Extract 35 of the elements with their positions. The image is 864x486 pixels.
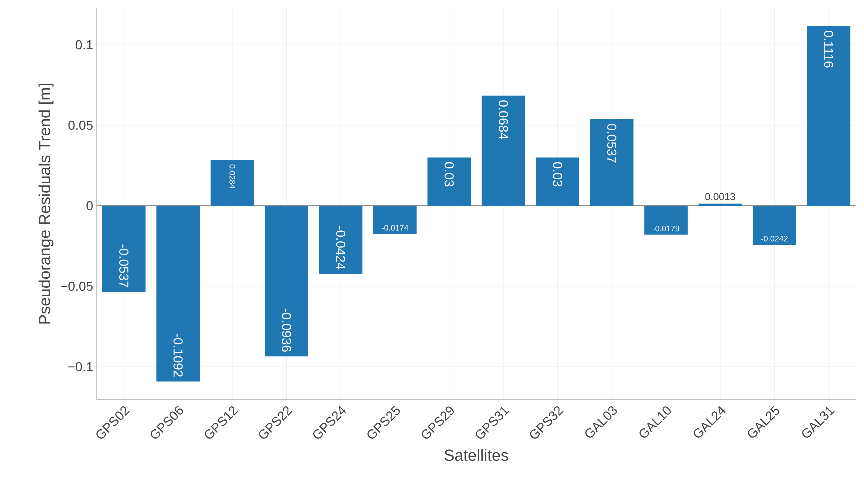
- bar: [374, 206, 417, 234]
- bar: [482, 96, 526, 206]
- bar: [428, 158, 472, 206]
- data-label: 0.03: [553, 162, 562, 187]
- data-label: -0.1092: [174, 334, 183, 377]
- bar: [265, 206, 308, 357]
- bar: [102, 206, 146, 292]
- bar: [536, 158, 580, 206]
- data-label: -0.0174: [382, 225, 409, 231]
- bar: [210, 160, 254, 206]
- y-tick-label: 0: [86, 201, 93, 211]
- bar: [807, 26, 851, 206]
- y-axis-title: Pseudorange Residuals Trend [m]: [38, 84, 54, 324]
- bar: [752, 206, 796, 245]
- y-tick-label: −0.05: [61, 282, 93, 292]
- bar: [590, 120, 634, 206]
- data-label: 0.1116: [824, 31, 834, 68]
- data-label: 0.0284: [230, 164, 236, 189]
- y-tick-label: 0.05: [68, 120, 93, 130]
- bar: [319, 206, 363, 274]
- y-tick-label: −0.1: [68, 362, 93, 372]
- x-axis-title: Satellites: [444, 449, 508, 462]
- data-label: 0.03: [444, 162, 454, 187]
- data-label: -0.0179: [653, 226, 680, 232]
- bar: [698, 204, 742, 206]
- data-label: 0.0013: [706, 193, 736, 200]
- data-label: 0.0684: [499, 100, 508, 140]
- data-label: -0.0537: [120, 244, 129, 288]
- data-label: -0.0242: [761, 236, 788, 242]
- bar: [156, 206, 200, 382]
- y-tick-label: 0.1: [76, 40, 93, 50]
- data-label: 0.0537: [607, 124, 617, 163]
- data-label: -0.0936: [282, 308, 292, 352]
- bar: [644, 206, 688, 235]
- data-label: -0.0424: [336, 226, 346, 270]
